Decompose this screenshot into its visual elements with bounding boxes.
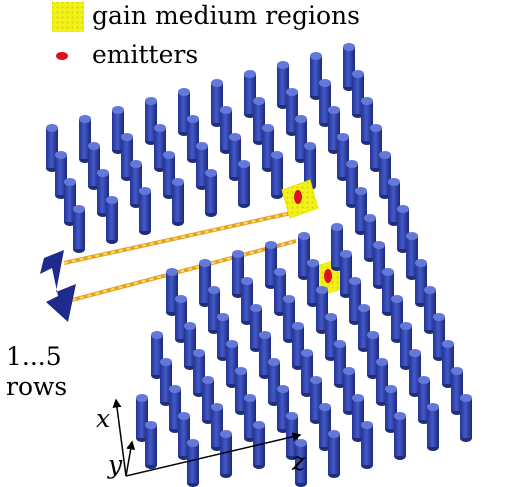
rod — [139, 187, 151, 235]
waveguide-line-upper — [63, 210, 297, 265]
rod — [187, 439, 199, 487]
rod — [295, 439, 307, 487]
axis-z-arrow — [125, 432, 302, 477]
rod — [271, 151, 283, 199]
waveguide-lines — [63, 210, 297, 302]
rod — [394, 412, 406, 460]
emitter-legend-icon — [56, 52, 68, 60]
axis-x-arrow — [112, 398, 127, 477]
axis-z-label: z — [292, 447, 306, 476]
rod — [460, 394, 472, 442]
rod — [328, 430, 340, 478]
rows-count-label: 1...5 — [6, 342, 62, 371]
rows-word-label: rows — [6, 372, 68, 401]
emitter-upper — [294, 190, 302, 204]
emitter-lower — [324, 269, 332, 283]
rows-double-arrow — [40, 250, 76, 322]
coordinate-axes — [112, 398, 302, 477]
rod — [73, 205, 85, 253]
axis-x-label: x — [96, 404, 111, 433]
legend-emitter-label: emitters — [92, 40, 199, 69]
waveguide-line-lower-dash — [71, 240, 297, 301]
rod-lattice-upper — [46, 43, 400, 253]
rod — [238, 160, 250, 208]
rod — [427, 403, 439, 451]
axis-y-arrow — [125, 440, 136, 477]
rod — [205, 169, 217, 217]
legend-gain-label: gain medium regions — [92, 1, 360, 30]
rod — [145, 421, 157, 469]
rod — [304, 142, 316, 190]
gain-legend-swatch — [52, 2, 84, 32]
axis-y-label: y — [108, 450, 123, 479]
rod — [106, 196, 118, 244]
rod — [172, 178, 184, 226]
rod-lattice-lower — [136, 205, 472, 487]
rod — [361, 421, 373, 469]
rod — [220, 430, 232, 478]
